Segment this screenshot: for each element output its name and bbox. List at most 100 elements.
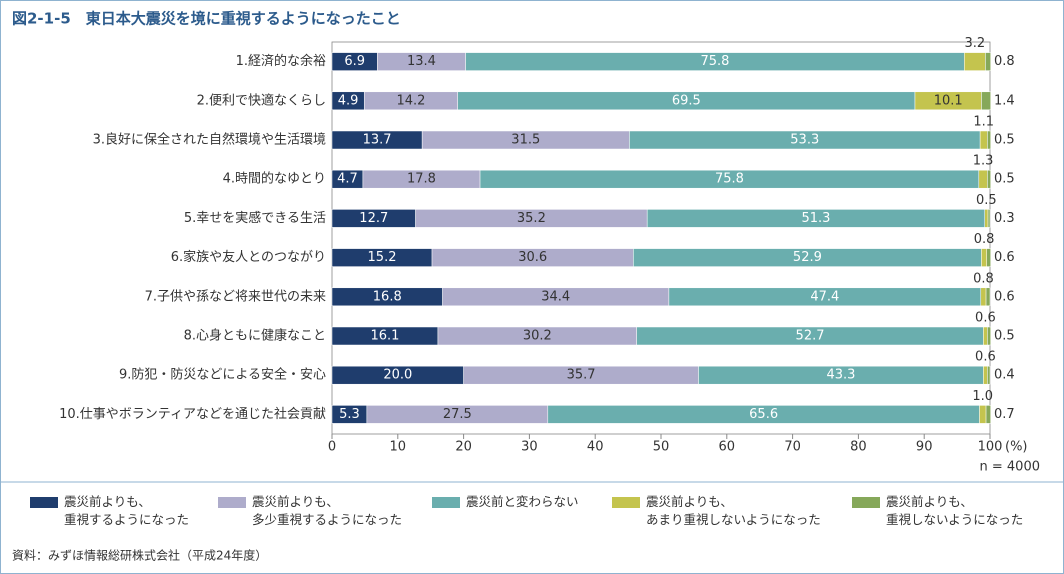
y-tick-label: 10.仕事やボランティアなどを通じた社会貢献 bbox=[59, 406, 326, 422]
bar-segment bbox=[985, 405, 991, 424]
x-tick-label: 60 bbox=[719, 440, 736, 455]
bar-segment bbox=[987, 326, 991, 346]
y-tick-label: 6.家族や友人とのつながり bbox=[171, 249, 326, 265]
legend-swatch bbox=[30, 497, 58, 508]
y-tick-label: 1.経済的な余裕 bbox=[236, 53, 326, 69]
value-label: 14.2 bbox=[396, 93, 425, 108]
value-label: 16.1 bbox=[370, 329, 399, 344]
value-label: 35.7 bbox=[567, 368, 596, 383]
x-tick-label: 80 bbox=[850, 440, 867, 455]
value-label: 1.3 bbox=[973, 154, 994, 169]
value-label: 52.7 bbox=[796, 329, 825, 344]
bar-segment bbox=[987, 209, 991, 228]
bar-segment bbox=[964, 52, 986, 71]
y-tick-label: 5.幸せを実感できる生活 bbox=[184, 210, 326, 226]
value-label: 34.4 bbox=[541, 289, 570, 304]
value-label: 1.0 bbox=[972, 389, 993, 404]
value-label: 52.9 bbox=[793, 250, 822, 265]
note: n = 4000 bbox=[980, 460, 1040, 475]
x-tick-label: 100 bbox=[978, 440, 1003, 455]
y-tick-label: 8.心身ともに健康なこと bbox=[184, 328, 326, 344]
bar-segment bbox=[987, 130, 991, 150]
x-tick-label: 0 bbox=[328, 440, 336, 455]
value-label: 30.6 bbox=[518, 250, 547, 265]
bar-segment bbox=[979, 130, 988, 150]
bar-segment bbox=[987, 169, 991, 189]
x-axis-unit: (%) bbox=[1005, 440, 1028, 455]
value-label: 0.8 bbox=[994, 54, 1015, 69]
y-tick-label: 2.便利で快適なくらし bbox=[197, 92, 326, 108]
value-label: 0.5 bbox=[994, 133, 1015, 148]
value-label: 47.4 bbox=[810, 289, 839, 304]
value-label: 0.8 bbox=[973, 271, 994, 286]
bar-segment bbox=[984, 209, 989, 228]
value-label: 0.5 bbox=[994, 172, 1015, 187]
legend-swatch bbox=[218, 497, 246, 508]
value-label: 4.9 bbox=[338, 93, 359, 108]
value-label: 1.4 bbox=[994, 93, 1015, 108]
bar-segment bbox=[983, 326, 988, 346]
bar-segment bbox=[985, 287, 991, 307]
value-label: 27.5 bbox=[443, 407, 472, 422]
x-tick-label: 30 bbox=[521, 440, 538, 455]
value-label: 1.1 bbox=[973, 115, 994, 130]
value-label: 53.3 bbox=[790, 133, 819, 148]
value-label: 13.4 bbox=[407, 54, 436, 69]
value-label: 4.7 bbox=[337, 172, 358, 187]
value-label: 51.3 bbox=[801, 211, 830, 226]
y-tick-label: 9.防犯・防災などによる安全・安心 bbox=[119, 367, 326, 383]
value-label: 0.5 bbox=[976, 193, 997, 208]
bar-segment bbox=[981, 91, 991, 111]
y-tick-label: 4.時間的なゆとり bbox=[223, 171, 326, 187]
bar-segment bbox=[978, 169, 988, 189]
value-label: 0.6 bbox=[975, 350, 996, 365]
legend-swatch bbox=[432, 497, 460, 508]
value-label: 0.5 bbox=[994, 329, 1015, 344]
value-label: 0.6 bbox=[994, 250, 1015, 265]
bar-segment bbox=[986, 248, 991, 267]
value-label: 75.8 bbox=[715, 172, 744, 187]
value-label: 20.0 bbox=[383, 368, 412, 383]
bar-segment bbox=[985, 52, 991, 71]
value-label: 65.6 bbox=[749, 407, 778, 422]
y-tick-label: 7.子供や孫など将来世代の未来 bbox=[145, 289, 326, 304]
x-tick-label: 90 bbox=[916, 440, 933, 455]
value-label: 10.1 bbox=[934, 93, 963, 108]
value-label: 35.2 bbox=[517, 211, 546, 226]
legend-label: 震災前よりも、 多少重視するようになった bbox=[252, 494, 403, 527]
value-label: 0.6 bbox=[994, 289, 1015, 304]
legend-swatch bbox=[612, 497, 640, 508]
x-tick-label: 70 bbox=[784, 440, 801, 455]
legend-label: 震災前よりも、 あまり重視しないようになった bbox=[646, 494, 821, 527]
bar-segment bbox=[979, 405, 987, 424]
value-label: 0.7 bbox=[994, 407, 1015, 422]
y-tick-label: 3.良好に保全された自然環境や生活環境 bbox=[93, 132, 326, 148]
bar-segment bbox=[987, 365, 991, 385]
value-label: 0.8 bbox=[974, 232, 995, 247]
value-label: 69.5 bbox=[672, 93, 701, 108]
value-label: 0.6 bbox=[975, 311, 996, 326]
legend-label: 震災前よりも、 重視しないようになった bbox=[886, 494, 1024, 527]
x-tick-label: 20 bbox=[455, 440, 472, 455]
value-label: 5.3 bbox=[339, 407, 360, 422]
bar-segment bbox=[983, 365, 988, 385]
x-tick-label: 50 bbox=[653, 440, 670, 455]
value-label: 15.2 bbox=[368, 250, 397, 265]
value-label: 3.2 bbox=[965, 36, 986, 51]
value-label: 43.3 bbox=[826, 368, 855, 383]
value-label: 75.8 bbox=[700, 54, 729, 69]
chart-title: 図2-1-5 東日本大震災を境に重視するようになったこと bbox=[12, 10, 401, 28]
value-label: 12.7 bbox=[359, 211, 388, 226]
value-label: 13.7 bbox=[363, 133, 392, 148]
legend-label: 震災前よりも、 重視するようになった bbox=[64, 494, 190, 527]
legend-swatch bbox=[852, 497, 880, 508]
value-label: 0.4 bbox=[994, 368, 1015, 383]
value-label: 30.2 bbox=[523, 329, 552, 344]
value-label: 6.9 bbox=[344, 54, 365, 69]
value-label: 0.3 bbox=[994, 211, 1015, 226]
value-label: 16.8 bbox=[373, 289, 402, 304]
x-tick-label: 40 bbox=[587, 440, 604, 455]
